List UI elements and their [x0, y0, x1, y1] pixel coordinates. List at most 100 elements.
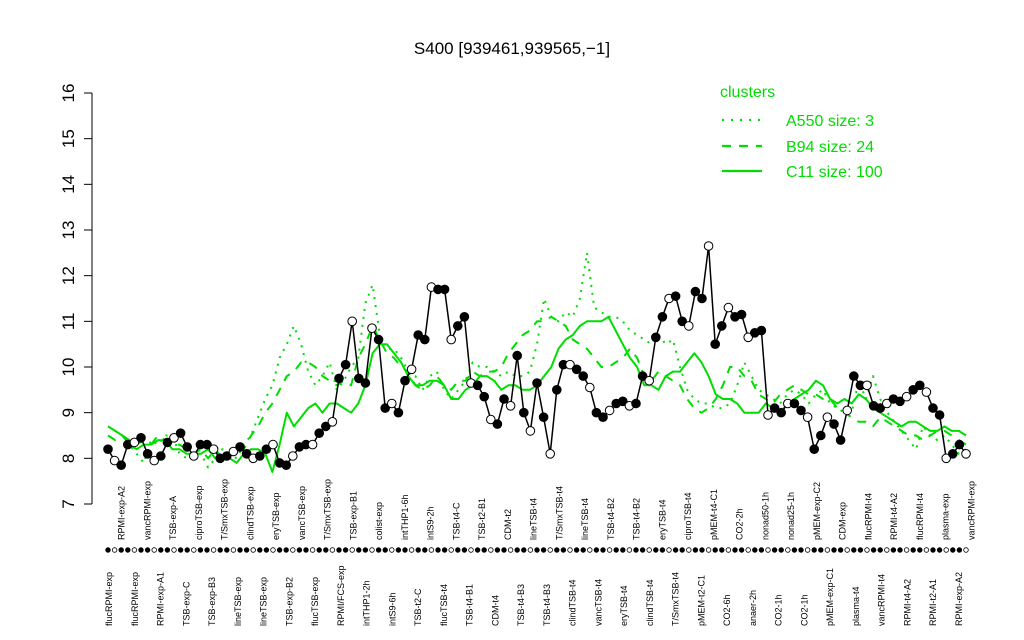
- rug-mark: [158, 547, 164, 553]
- series-line-dotted: [107, 251, 967, 469]
- data-point: [182, 442, 192, 452]
- data-point: [862, 380, 872, 391]
- data-point: [677, 316, 688, 327]
- data-point: [538, 412, 549, 423]
- y-tick-label: 16: [59, 84, 78, 103]
- x-tick-label: RPMI-exp-A2: [117, 486, 127, 540]
- rug-mark: [250, 547, 256, 553]
- data-point: [268, 439, 278, 450]
- legend-title: clusters: [720, 84, 775, 101]
- rug-mark: [758, 547, 765, 553]
- rug-mark: [824, 547, 831, 553]
- data-point: [651, 332, 661, 343]
- rug-mark: [336, 547, 342, 553]
- rug-mark: [395, 547, 402, 553]
- data-point: [604, 405, 615, 416]
- data-point: [354, 373, 364, 384]
- rug-mark: [191, 547, 197, 553]
- data-point: [789, 398, 800, 409]
- data-point: [697, 293, 707, 304]
- rug-mark: [930, 547, 936, 553]
- x-tick-label: lineTSB-t4: [529, 498, 539, 540]
- x-tick-label: pMEM-t2-C1: [696, 575, 706, 626]
- data-point: [446, 334, 457, 345]
- data-point: [809, 444, 820, 455]
- x-tick-label: CO2-1h: [800, 594, 810, 626]
- rug-mark: [177, 547, 184, 553]
- data-point: [598, 412, 608, 423]
- data-point: [420, 334, 430, 345]
- y-tick-label: 9: [59, 408, 78, 417]
- data-point: [822, 412, 833, 423]
- rug-mark: [151, 547, 157, 553]
- rug-mark: [818, 547, 824, 553]
- rug-mark: [243, 547, 250, 553]
- rug-mark: [837, 547, 844, 553]
- data-point: [802, 412, 813, 423]
- data-point: [552, 385, 562, 395]
- data-point: [637, 371, 648, 381]
- data-point: [723, 302, 734, 313]
- rug-mark: [309, 547, 316, 553]
- y-tick-label: 12: [59, 266, 78, 285]
- rug-mark: [884, 547, 890, 553]
- rug-mark: [138, 547, 144, 553]
- data-point: [261, 444, 272, 455]
- rug-mark: [554, 547, 560, 553]
- rug-mark: [639, 547, 646, 553]
- data-point: [393, 407, 404, 418]
- data-point: [459, 312, 470, 322]
- rug-mark: [765, 547, 771, 553]
- rug-mark: [613, 547, 619, 553]
- rug-mark: [659, 547, 666, 553]
- data-point: [934, 410, 945, 420]
- rug-mark: [362, 547, 369, 553]
- rug-mark: [719, 547, 725, 553]
- rug-mark: [342, 547, 349, 553]
- x-tick-label: nonad25-1h: [786, 492, 796, 540]
- rug-mark: [771, 547, 778, 553]
- rug-mark: [811, 547, 817, 553]
- x-tick-label: colist-exp: [374, 502, 384, 540]
- rug-mark: [501, 547, 507, 553]
- data-point: [406, 364, 417, 375]
- rug-mark: [725, 547, 732, 553]
- data-point: [618, 396, 628, 407]
- data-point: [380, 403, 391, 413]
- x-tick-label: pMEM-exp-C1: [825, 568, 835, 626]
- rug-mark: [705, 547, 712, 553]
- x-tick-label: plasma-exp: [941, 493, 951, 540]
- rug-mark: [290, 547, 296, 553]
- data-point: [202, 439, 212, 450]
- rug-mark: [283, 547, 289, 553]
- x-tick-labels: flucRPMI-exp flucRPMI-exp RPMI-exp-A1 TSB-e…: [104, 479, 977, 626]
- rug-mark: [712, 547, 718, 553]
- rug-mark: [738, 547, 745, 553]
- rug-mark: [745, 547, 751, 553]
- legend: clusters A550 size: 3 B94 size: 24 C11 s…: [720, 84, 883, 181]
- x-tick-label: CDM-exp: [838, 502, 848, 540]
- data-point: [367, 323, 377, 334]
- data-point: [208, 444, 219, 455]
- rug-mark: [521, 547, 527, 553]
- x-tick-label: vancTSB-t4: [593, 579, 603, 626]
- rug-mark: [296, 547, 303, 553]
- x-tick-label: intS9-6h: [387, 592, 397, 626]
- data-point: [512, 350, 523, 361]
- rug-mark: [791, 547, 798, 553]
- rug-mark: [514, 547, 520, 553]
- data-point: [241, 449, 252, 459]
- x-tick-label: clindTSB-t4: [645, 579, 655, 626]
- rug-mark: [481, 547, 487, 553]
- x-tick-label: lineTSB-exp: [233, 577, 243, 626]
- rug-mark: [666, 547, 672, 553]
- data-point: [578, 371, 589, 381]
- x-tick-label: T/SmxTSB-exp: [323, 479, 333, 540]
- rug-mark: [329, 547, 336, 553]
- legend-label-a550: A550 size: 3: [786, 113, 874, 130]
- data-point: [453, 321, 463, 331]
- rug-mark: [679, 547, 685, 553]
- rug-mark: [435, 547, 441, 553]
- x-tick-label: pMEM-exp-C2: [812, 482, 822, 540]
- x-tick-label: clindTSB-exp: [245, 486, 255, 540]
